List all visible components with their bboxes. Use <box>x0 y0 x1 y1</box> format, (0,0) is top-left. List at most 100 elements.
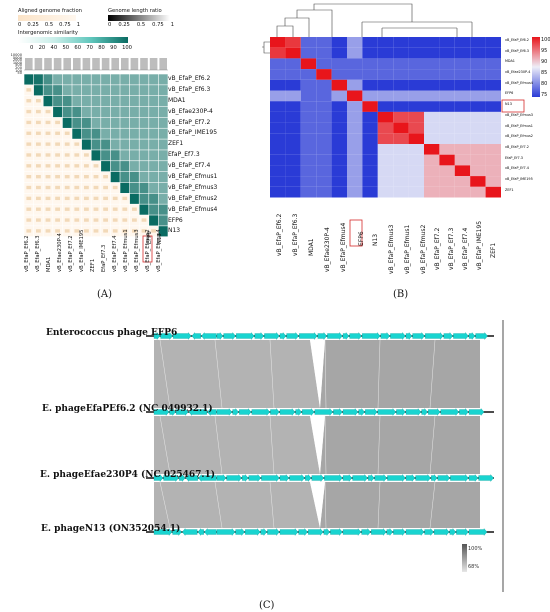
similarity-cell <box>53 74 63 85</box>
similarity-cell <box>158 95 168 107</box>
heatmap-cell <box>270 133 286 144</box>
similarity-cell <box>33 74 43 85</box>
heatmap-cell <box>331 176 347 187</box>
heatmap-cell <box>347 186 363 198</box>
similarity-cell <box>158 215 168 226</box>
heatmap-cell <box>316 144 332 155</box>
similarity-cell <box>110 171 120 183</box>
heatmap-cell <box>408 37 424 48</box>
gene-arrow <box>279 528 299 536</box>
gene-arrow <box>424 528 434 536</box>
heatmap-cell <box>424 37 440 48</box>
heatmap-cell <box>439 111 455 123</box>
heatmap-cell <box>362 122 378 134</box>
gene-arrow <box>235 528 245 536</box>
ratio-mark <box>55 120 60 125</box>
similarity-cell <box>81 95 91 107</box>
heatmap-cell <box>331 144 347 155</box>
heatmap-cell <box>285 69 301 80</box>
similarity-cell <box>129 139 139 150</box>
heatmap-cell <box>347 133 363 144</box>
heatmap-cell <box>393 122 409 134</box>
similarity-cell <box>120 95 130 107</box>
gene-arrow <box>207 408 217 416</box>
gene-arrow <box>216 474 227 482</box>
col-label: ZEF1 <box>490 242 497 258</box>
heatmap-cell <box>424 165 440 177</box>
ratio-mark <box>64 174 70 179</box>
ratio-mark <box>93 196 99 201</box>
colorbar <box>532 37 540 97</box>
gene-arrow <box>390 332 406 340</box>
similarity-cell <box>149 161 159 172</box>
heatmap-cell <box>377 122 394 134</box>
heatmap-cell <box>424 133 440 144</box>
similarity-cell <box>120 139 130 150</box>
heatmap-cell <box>485 90 501 102</box>
ratio-mark <box>26 109 32 114</box>
heatmap-cell <box>362 133 378 144</box>
heatmap-cell <box>454 186 471 198</box>
heatmap-cell <box>270 47 286 59</box>
gene-arrow <box>163 474 179 482</box>
heatmap-cell <box>331 37 347 48</box>
gene-arrow <box>232 408 239 416</box>
similarity-cell <box>81 74 91 85</box>
heatmap-cell <box>362 47 378 59</box>
similarity-cell <box>139 171 149 183</box>
heatmap-cell <box>454 176 471 187</box>
similarity-cell <box>129 74 139 85</box>
gene-arrow <box>197 528 204 536</box>
similarity-cell <box>158 204 168 215</box>
heatmap-cell <box>347 90 363 102</box>
gene-arrow <box>216 408 233 416</box>
ratio-mark <box>36 142 41 146</box>
col-label: vB_EfaP_Ef7.3 <box>448 227 455 270</box>
col-label: vB_EfaP_Ef7.2 <box>434 227 441 270</box>
heatmap-cell <box>439 186 455 198</box>
highlight-box <box>142 235 153 263</box>
heatmap-cell <box>331 79 347 91</box>
heatmap-cell <box>331 69 347 80</box>
heatmap-cell <box>439 58 455 70</box>
heatmap-cell <box>300 154 317 166</box>
similarity-cell <box>110 117 120 128</box>
gene-arrow <box>330 528 343 536</box>
col-label: N13 <box>157 233 163 244</box>
heatmap-cell <box>439 122 455 134</box>
row-label: vB_EfaP_Efmus1 <box>168 173 218 181</box>
heatmap-cell <box>285 176 301 187</box>
ratio-mark <box>45 109 51 114</box>
similarity-cell <box>139 193 149 204</box>
ratio-mark <box>84 185 89 190</box>
heatmap-cell <box>424 144 440 155</box>
gene-arrow <box>478 474 494 482</box>
heatmap-cell <box>270 90 286 102</box>
gene-arrow <box>169 408 176 416</box>
similarity-cell <box>149 182 159 194</box>
heatmap-cell <box>470 37 486 48</box>
heatmap-cell <box>439 37 455 48</box>
similarity-cell <box>101 161 111 172</box>
heatmap-cell <box>316 47 332 59</box>
heatmap-cell <box>316 154 332 166</box>
heatmap-cell <box>393 133 409 144</box>
ratio-mark <box>55 207 60 211</box>
gene-arrow <box>412 332 425 340</box>
synteny-line <box>324 339 327 409</box>
gene-arrow <box>279 332 287 340</box>
synteny-line <box>214 339 223 409</box>
heatmap-cell <box>424 79 440 91</box>
gene-arrow <box>421 408 428 416</box>
heatmap-cell <box>393 186 409 198</box>
gene-arrow <box>450 474 469 482</box>
gene-arrow <box>153 528 173 536</box>
similarity-cell <box>43 85 53 96</box>
ratio-mark <box>84 196 89 201</box>
ratio-mark <box>64 142 70 146</box>
heatmap-cell <box>454 69 471 80</box>
heatmap-cell <box>454 111 471 123</box>
legend-similarity-bar <box>18 37 128 43</box>
colorbar-ticks: 100 95 90 85 80 75 <box>541 37 550 98</box>
heatmap-cell <box>454 58 471 70</box>
